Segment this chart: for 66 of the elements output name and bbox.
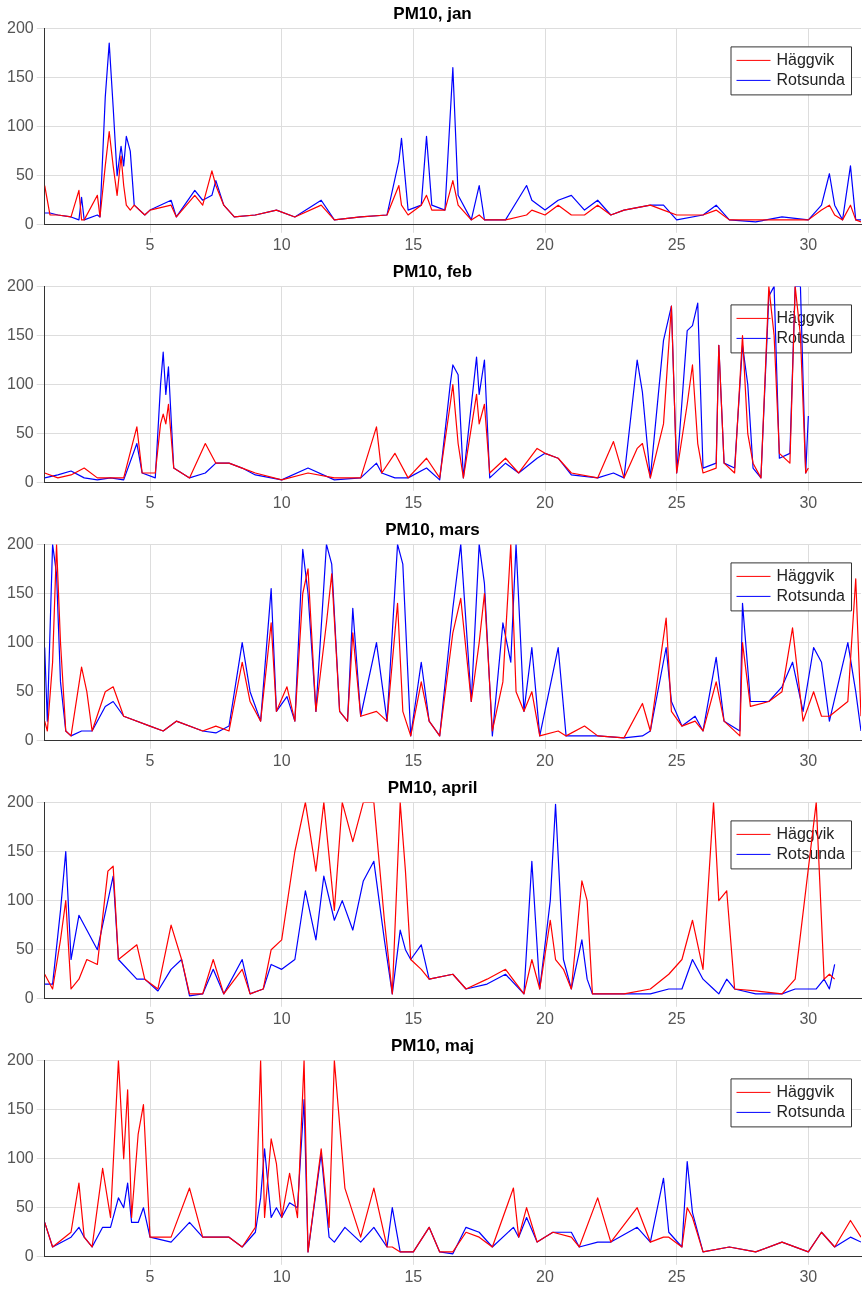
x-tick-label: 30 bbox=[799, 1267, 818, 1285]
x-tick-label: 5 bbox=[145, 1009, 155, 1027]
y-tick-label: 50 bbox=[15, 1198, 34, 1216]
x-tick-label: 10 bbox=[272, 1267, 291, 1285]
y-tick-label: 150 bbox=[6, 583, 34, 601]
y-tick-label: 100 bbox=[6, 375, 34, 393]
x-tick-label: 25 bbox=[667, 1267, 686, 1285]
y-tick-label: 50 bbox=[15, 424, 34, 442]
legend-label: Häggvik bbox=[776, 1082, 836, 1100]
x-tick-label: 25 bbox=[667, 1009, 686, 1027]
x-tick-label: 5 bbox=[145, 751, 155, 769]
x-tick-label: 10 bbox=[272, 493, 291, 511]
y-tick-label: 200 bbox=[6, 18, 34, 36]
x-tick-label: 30 bbox=[799, 493, 818, 511]
y-tick-label: 50 bbox=[15, 682, 34, 700]
x-tick-label: 25 bbox=[667, 235, 686, 253]
x-tick-label: 15 bbox=[404, 1267, 423, 1285]
y-tick-label: 100 bbox=[6, 633, 34, 651]
x-tick-label: 10 bbox=[272, 1009, 291, 1027]
y-tick-label: 0 bbox=[24, 989, 34, 1007]
y-tick-label: 150 bbox=[6, 1099, 34, 1117]
y-tick-label: 50 bbox=[15, 940, 34, 958]
x-tick-label: 20 bbox=[536, 235, 555, 253]
y-tick-label: 0 bbox=[24, 731, 34, 749]
x-tick-label: 20 bbox=[536, 751, 555, 769]
x-tick-label: 20 bbox=[536, 1267, 555, 1285]
x-tick-label: 30 bbox=[799, 1009, 818, 1027]
y-tick-label: 200 bbox=[6, 534, 34, 552]
x-tick-label: 5 bbox=[145, 235, 155, 253]
x-tick-label: 5 bbox=[145, 1267, 155, 1285]
y-tick-label: 150 bbox=[6, 841, 34, 859]
x-tick-label: 15 bbox=[404, 493, 423, 511]
x-tick-label: 10 bbox=[272, 751, 291, 769]
x-tick-label: 20 bbox=[536, 1009, 555, 1027]
x-tick-label: 30 bbox=[799, 751, 818, 769]
legend-label: Rotsunda bbox=[776, 586, 846, 604]
x-tick-label: 25 bbox=[667, 493, 686, 511]
y-tick-label: 100 bbox=[6, 1149, 34, 1167]
x-tick-label: 20 bbox=[536, 493, 555, 511]
y-tick-label: 150 bbox=[6, 67, 34, 85]
chart-title: PM10, maj bbox=[390, 1035, 475, 1055]
y-tick-label: 50 bbox=[15, 166, 34, 184]
y-tick-label: 150 bbox=[6, 325, 34, 343]
legend-label: Rotsunda bbox=[776, 70, 846, 88]
chart-title: PM10, jan bbox=[393, 3, 472, 23]
legend-label: Häggvik bbox=[776, 566, 836, 584]
y-tick-label: 0 bbox=[24, 215, 34, 233]
chart-title: PM10, feb bbox=[392, 261, 473, 281]
y-tick-label: 0 bbox=[24, 473, 34, 491]
chart-title: PM10, april bbox=[387, 777, 478, 797]
x-tick-label: 5 bbox=[145, 493, 155, 511]
y-tick-label: 200 bbox=[6, 792, 34, 810]
chart-title: PM10, mars bbox=[385, 519, 480, 539]
y-tick-label: 0 bbox=[24, 1247, 34, 1265]
x-tick-label: 15 bbox=[404, 1009, 423, 1027]
x-tick-label: 15 bbox=[404, 751, 423, 769]
legend-label: Häggvik bbox=[776, 50, 836, 68]
x-tick-label: 25 bbox=[667, 751, 686, 769]
y-tick-label: 100 bbox=[6, 117, 34, 135]
y-tick-label: 100 bbox=[6, 891, 34, 909]
y-tick-label: 200 bbox=[6, 276, 34, 294]
x-tick-label: 15 bbox=[404, 235, 423, 253]
y-tick-label: 200 bbox=[6, 1050, 34, 1068]
x-tick-label: 30 bbox=[799, 235, 818, 253]
legend-label: Rotsunda bbox=[776, 1102, 846, 1120]
x-tick-label: 10 bbox=[272, 235, 291, 253]
